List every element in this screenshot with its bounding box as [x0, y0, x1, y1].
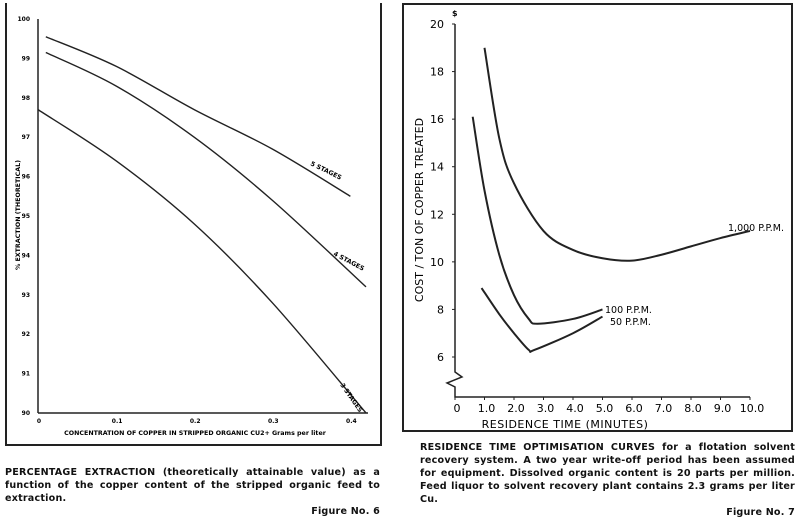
series-line-3-stages — [37, 109, 367, 414]
x-tick-label: 4.0 — [566, 402, 584, 415]
x-tick-label: 7.0 — [655, 402, 673, 415]
y-tick-label: 91 — [22, 371, 30, 378]
x-tick-label: 8.0 — [684, 402, 702, 415]
caption-text: (theoretically attainable value) as a fu… — [5, 467, 381, 504]
x-tick-label: 3.0 — [537, 402, 555, 415]
y-tick-label: 99 — [22, 55, 30, 62]
y-tick-label: 8 — [437, 303, 444, 316]
chart-residence-time: $6 8 10 12 14 16 18 20 0 1.0 2.0 3.0 4.0 5.0 6.0 7.0 8.0… — [413, 9, 784, 430]
figure-label: Figure No. 6 — [311, 506, 380, 517]
series-label-100-ppm: 100 P.P.M. — [605, 305, 652, 316]
chart-percentage-extraction: 90 91 92 93 94 95 96 97 98 99 100 0 0.1 0.2 0.3 0.4 CONC… — [15, 16, 368, 437]
y-tick-label: 95 — [22, 213, 30, 220]
series-label-1000-ppm: 1,000 P.P.M. — [728, 223, 784, 234]
x-tick-label: 0 — [37, 418, 41, 425]
x-tick-label: 2.0 — [507, 402, 525, 415]
x-tick-label: 0.1 — [112, 418, 123, 425]
x-axis-label: RESIDENCE TIME (MINUTES) — [482, 418, 649, 430]
y-tick-label: 97 — [22, 134, 30, 141]
series-line-100-ppm — [471, 116, 603, 325]
x-tick-label: 0 — [454, 402, 461, 415]
y-tick-label: 90 — [22, 410, 30, 417]
y-tick-label: 16 — [430, 113, 444, 126]
x-tick-label: 9.0 — [714, 402, 732, 415]
figure-7-frame — [402, 3, 793, 432]
series-line-1000-ppm — [483, 47, 751, 262]
series-line-50-ppm — [480, 287, 603, 353]
x-tick-label: 0.3 — [268, 418, 279, 425]
x-tick-label: 1.0 — [478, 402, 496, 415]
caption-title: RESIDENCE TIME OPTIMISATION CURVES — [420, 442, 656, 453]
y-tick-label: 18 — [430, 66, 444, 79]
y-tick-label: 92 — [22, 331, 30, 338]
figure-6-caption: PERCENTAGE EXTRACTION (theoretically att… — [5, 466, 380, 518]
x-tick-label: 0.2 — [190, 418, 201, 425]
x-tick-label: 6.0 — [625, 402, 643, 415]
x-tick-label: 10.0 — [740, 402, 765, 415]
y-tick-label: 14 — [430, 161, 444, 174]
series-line-4-stages — [45, 51, 367, 288]
y-axis-label: COST / TON OF COPPER TREATED — [413, 118, 426, 302]
caption-title: PERCENTAGE EXTRACTION — [5, 467, 156, 478]
y-tick-label: 93 — [22, 292, 30, 299]
axes-with-break — [445, 24, 750, 398]
y-axis-label: % EXTRACTION (THEORETICAL) — [15, 160, 22, 270]
series-label-50-ppm: 50 P.P.M. — [610, 317, 651, 328]
x-tick-label: 5.0 — [596, 402, 614, 415]
y-tick-label: 6 — [437, 351, 444, 364]
x-axis-label: CONCENTRATION OF COPPER IN STRIPPED ORGA… — [64, 430, 327, 437]
y-tick-label: 96 — [22, 174, 30, 181]
caption-text: for a flotation solvent recovery system.… — [420, 442, 795, 505]
y-tick-label: 94 — [22, 252, 30, 259]
y-tick-label: 100 — [17, 16, 30, 23]
figure-6-frame — [5, 3, 382, 446]
y-unit-label: $ — [452, 9, 458, 18]
series-line-5-stages — [45, 36, 351, 197]
y-tick-label: 20 — [430, 18, 444, 31]
y-tick-label: 10 — [430, 256, 444, 269]
y-tick-label: 12 — [430, 208, 444, 221]
figure-7-caption: RESIDENCE TIME OPTIMISATION CURVES for a… — [420, 441, 795, 519]
y-tick-label: 98 — [22, 95, 30, 102]
x-tick-label: 0.4 — [346, 418, 357, 425]
figure-label: Figure No. 7 — [726, 507, 795, 518]
